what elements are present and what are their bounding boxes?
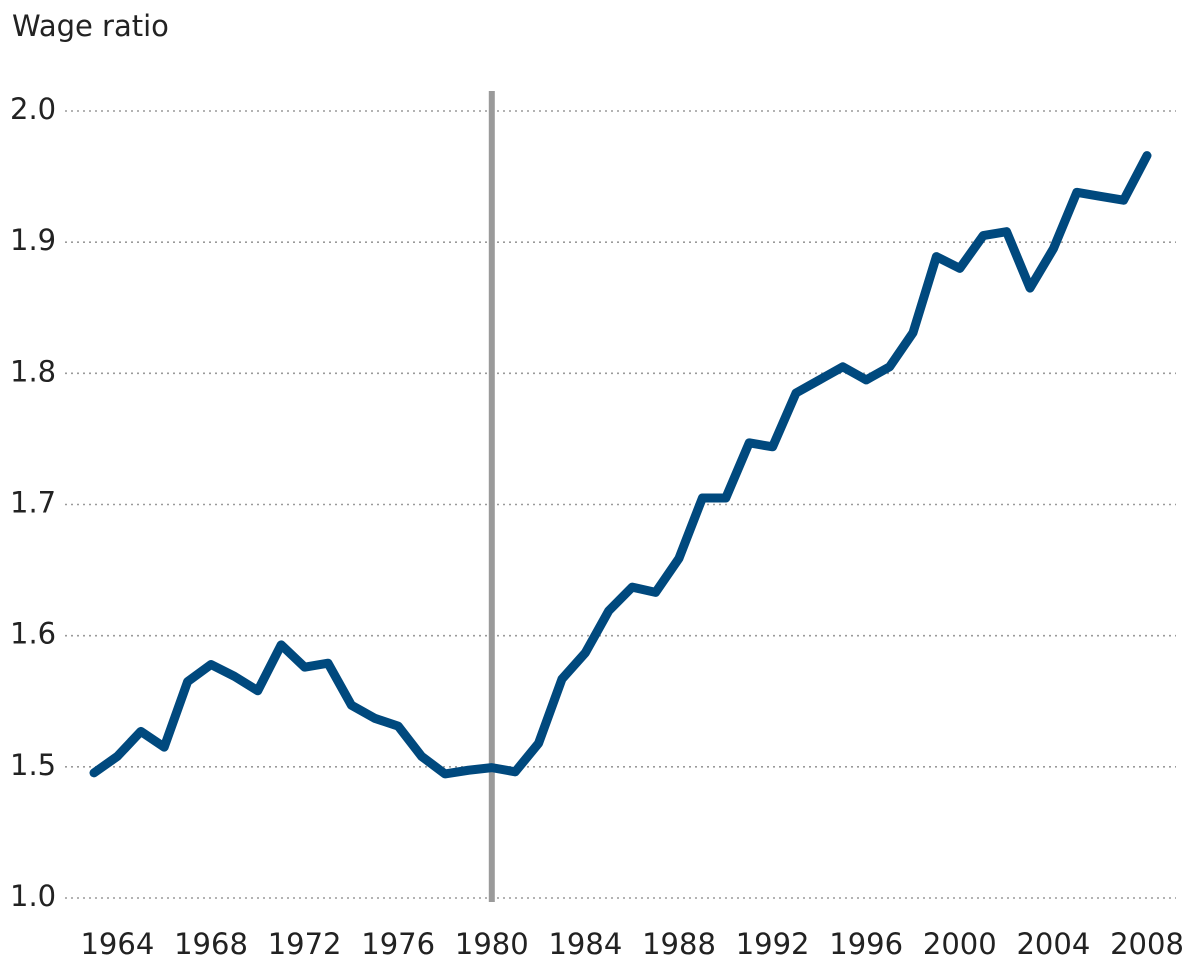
x-tick-label: 2000 — [923, 927, 997, 961]
x-tick-label: 1972 — [268, 927, 342, 961]
line-series — [89, 151, 1152, 779]
x-tick-label: 2004 — [1016, 927, 1090, 961]
x-tick-label: 1980 — [455, 927, 529, 961]
x-tick-label: 1992 — [736, 927, 810, 961]
y-tick-label: 1.9 — [10, 223, 56, 257]
y-tick-label: 1.0 — [10, 879, 56, 913]
y-tick-label: 1.6 — [10, 617, 56, 651]
x-tick-label: 1984 — [548, 927, 622, 961]
x-tick-label: 1996 — [829, 927, 903, 961]
x-tick-label: 1964 — [80, 927, 154, 961]
y-tick-label: 2.0 — [10, 92, 56, 126]
x-tick-label: 1976 — [361, 927, 435, 961]
chart-title: Wage ratio — [12, 9, 169, 43]
y-tick-label: 1.8 — [10, 354, 56, 388]
y-tick-label: 1.7 — [10, 486, 56, 520]
x-tick-label: 1968 — [174, 927, 248, 961]
y-tick-label: 1.5 — [10, 748, 56, 782]
x-tick-label: 2008 — [1110, 927, 1184, 961]
x-tick-label: 1988 — [642, 927, 716, 961]
